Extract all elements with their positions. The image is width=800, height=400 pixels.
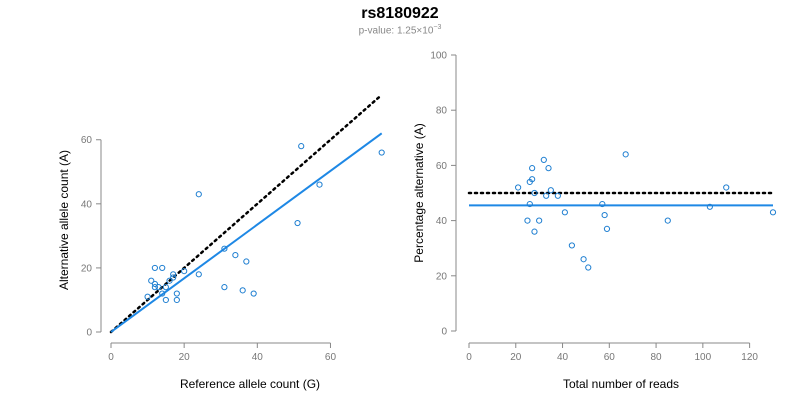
data-point: [170, 274, 177, 281]
y-tick-label: 0: [441, 327, 447, 338]
data-point: [599, 200, 606, 208]
y-tick-label: 40: [81, 199, 93, 210]
data-point: [601, 211, 608, 219]
data-point: [561, 209, 568, 216]
data-point: [316, 181, 323, 188]
data-point: [195, 191, 202, 198]
data-point: [181, 268, 188, 275]
fit-line: [110, 132, 383, 333]
data-point: [378, 149, 385, 156]
x-tick-label: 20: [179, 352, 191, 363]
data-point: [531, 228, 538, 235]
data-point: [580, 256, 587, 263]
x-tick-label: 0: [466, 352, 472, 363]
x-tick-label: 120: [741, 352, 758, 363]
data-point: [155, 284, 162, 291]
data-point: [568, 242, 575, 249]
data-point: [515, 184, 522, 191]
data-point: [250, 290, 257, 297]
y-tick-label: 60: [81, 135, 93, 146]
data-point: [170, 271, 177, 278]
scatter-plot-allele-counts: 0 20 40 60 0 20 40 60 Reference allele count (G)…: [57, 93, 385, 391]
data-point: [151, 264, 158, 272]
y-tick-label: 60: [436, 161, 448, 172]
data-point: [545, 165, 552, 172]
data-point: [173, 290, 180, 297]
y-axis-title: Alternative allele count (A): [57, 150, 71, 290]
x-tick-label: 80: [651, 352, 663, 363]
data-point: [536, 217, 543, 224]
data-point: [526, 200, 533, 208]
chart-title: rs8180922: [361, 5, 439, 22]
data-point: [221, 284, 228, 291]
scatter-plot-percentage-alternative: 0 20 40 60 80 100 120 0 20 40 60 80 100 Total number …: [412, 51, 777, 391]
y-tick-label: 100: [430, 51, 447, 62]
data-point: [221, 245, 228, 252]
data-point: [162, 296, 169, 304]
data-point: [151, 284, 158, 291]
data-point: [706, 203, 713, 210]
data-point: [232, 251, 239, 259]
data-point: [159, 264, 166, 272]
data-point: [166, 277, 173, 284]
y-tick-label: 20: [81, 263, 93, 274]
data-point: [294, 219, 301, 227]
x-axis-title: Reference allele count (G): [180, 377, 320, 391]
y-axis-title: Percentage alternative (A): [412, 123, 426, 262]
x-tick-label: 60: [325, 352, 337, 363]
data-point: [195, 271, 202, 278]
data-point: [585, 264, 592, 271]
reference-line: [109, 93, 383, 334]
chart-subtitle: p-value: 1.25×10−3: [0, 24, 800, 36]
data-point: [547, 187, 554, 194]
data-point: [554, 192, 561, 199]
y-tick-label: 20: [436, 271, 448, 282]
data-point: [148, 277, 155, 284]
data-point: [769, 209, 777, 216]
data-point: [162, 284, 169, 291]
data-point: [664, 217, 671, 224]
data-point: [144, 293, 151, 300]
y-tick-label: 40: [436, 216, 448, 227]
data-point: [243, 258, 250, 265]
data-point: [540, 156, 547, 163]
x-tick-label: 0: [108, 352, 114, 363]
data-point: [151, 280, 158, 288]
x-tick-label: 60: [604, 352, 616, 363]
data-point: [239, 287, 246, 294]
x-tick-label: 100: [695, 352, 712, 363]
data-point: [529, 176, 536, 183]
data-point: [173, 296, 180, 304]
x-tick-label: 40: [252, 352, 264, 363]
data-point: [531, 189, 538, 197]
data-point: [543, 192, 550, 199]
data-point: [622, 151, 629, 158]
data-point: [529, 165, 536, 172]
data-point: [723, 184, 730, 191]
x-axis-title: Total number of reads: [563, 377, 679, 391]
y-tick-label: 80: [436, 106, 448, 117]
pvalue-text: p-value: 1.25×10: [358, 25, 434, 37]
data-point: [298, 143, 305, 150]
y-tick-label: 0: [86, 328, 92, 339]
data-point: [159, 290, 166, 297]
data-point: [603, 225, 611, 232]
x-tick-label: 40: [557, 352, 569, 363]
pvalue-exponent: −3: [433, 24, 442, 31]
x-tick-label: 20: [510, 352, 522, 363]
data-point: [524, 217, 531, 224]
